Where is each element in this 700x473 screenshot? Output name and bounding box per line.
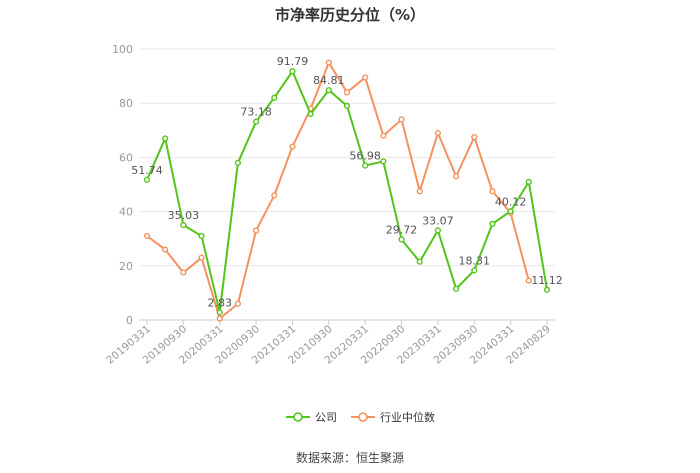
data-point[interactable] bbox=[307, 110, 314, 118]
y-tick-label: 20 bbox=[119, 260, 133, 273]
y-tick-label: 40 bbox=[119, 206, 133, 219]
data-point[interactable] bbox=[198, 254, 205, 261]
data-point[interactable] bbox=[180, 221, 187, 229]
data-point[interactable] bbox=[216, 309, 223, 316]
data-point[interactable] bbox=[198, 232, 205, 240]
x-axis: 2019033120190930202003312020093020210331… bbox=[104, 320, 553, 367]
data-point[interactable] bbox=[252, 118, 260, 125]
source-text: 数据来源：恒生聚源 bbox=[296, 450, 404, 465]
data-point[interactable] bbox=[489, 188, 496, 195]
data-point[interactable] bbox=[452, 173, 460, 180]
data-label: 2.83 bbox=[207, 296, 232, 309]
data-point[interactable] bbox=[362, 162, 369, 169]
legend-item[interactable]: 公司 bbox=[286, 411, 337, 424]
data-point[interactable] bbox=[271, 192, 278, 199]
data-point[interactable] bbox=[362, 74, 369, 81]
data-point[interactable] bbox=[162, 246, 169, 253]
data-labels: 51.74 35.03 2.83 73.18 91.79 84.81 56.98 29.72 3… bbox=[131, 55, 563, 309]
data-point[interactable] bbox=[180, 269, 187, 276]
y-axis: 0 20 40 60 80 100 bbox=[112, 43, 133, 327]
legend-item[interactable]: 行业中位数 bbox=[351, 410, 435, 424]
data-point[interactable] bbox=[343, 89, 351, 96]
data-point[interactable] bbox=[489, 220, 496, 227]
data-label: 73.18 bbox=[240, 106, 272, 119]
data-point[interactable] bbox=[216, 315, 223, 322]
data-point[interactable] bbox=[271, 94, 278, 101]
data-point[interactable] bbox=[434, 227, 442, 234]
data-point[interactable] bbox=[143, 176, 151, 183]
data-point[interactable] bbox=[380, 132, 387, 139]
data-label: 33.07 bbox=[422, 214, 454, 227]
data-point[interactable] bbox=[525, 277, 532, 284]
y-tick-label: 60 bbox=[119, 151, 133, 164]
data-point[interactable] bbox=[380, 158, 387, 165]
data-label: 91.79 bbox=[277, 55, 309, 68]
chart-title: 市净率历史分位（%） bbox=[275, 6, 425, 24]
data-point[interactable] bbox=[471, 267, 478, 274]
legend-swatch-marker bbox=[293, 412, 303, 422]
data-label: 51.74 bbox=[131, 164, 163, 177]
data-point[interactable] bbox=[252, 227, 260, 234]
data-point[interactable] bbox=[471, 133, 478, 141]
data-label: 56.98 bbox=[349, 150, 381, 163]
data-label: 11.12 bbox=[531, 274, 563, 287]
data-point[interactable] bbox=[234, 300, 242, 307]
data-label: 35.03 bbox=[168, 209, 200, 222]
data-point[interactable] bbox=[398, 116, 405, 123]
data-point[interactable] bbox=[325, 87, 332, 94]
y-tick-label: 100 bbox=[112, 43, 133, 56]
data-point[interactable] bbox=[434, 129, 442, 137]
data-point[interactable] bbox=[507, 208, 514, 215]
data-point[interactable] bbox=[543, 286, 551, 293]
data-point[interactable] bbox=[234, 159, 242, 166]
data-point[interactable] bbox=[289, 68, 296, 75]
data-point[interactable] bbox=[143, 232, 151, 240]
series-group bbox=[143, 59, 551, 322]
data-point[interactable] bbox=[452, 285, 460, 292]
legend[interactable]: 公司 行业中位数 bbox=[286, 410, 435, 424]
data-label: 29.72 bbox=[386, 223, 418, 236]
y-tick-label: 80 bbox=[119, 97, 133, 110]
legend-label: 公司 bbox=[315, 411, 337, 424]
series-line bbox=[146, 61, 530, 320]
data-label: 18.31 bbox=[459, 254, 491, 267]
data-point[interactable] bbox=[416, 258, 423, 265]
data-point[interactable] bbox=[398, 236, 405, 243]
data-point[interactable] bbox=[162, 135, 169, 142]
data-point[interactable] bbox=[289, 143, 296, 150]
data-label: 84.81 bbox=[313, 74, 345, 87]
y-tick-label: 0 bbox=[126, 314, 133, 327]
legend-label: 行业中位数 bbox=[380, 410, 435, 424]
data-point[interactable] bbox=[525, 178, 532, 185]
data-point[interactable] bbox=[325, 59, 332, 66]
data-point[interactable] bbox=[343, 102, 351, 110]
data-label: 40.12 bbox=[495, 195, 527, 208]
legend-swatch-marker bbox=[358, 412, 368, 422]
data-point[interactable] bbox=[416, 188, 423, 195]
